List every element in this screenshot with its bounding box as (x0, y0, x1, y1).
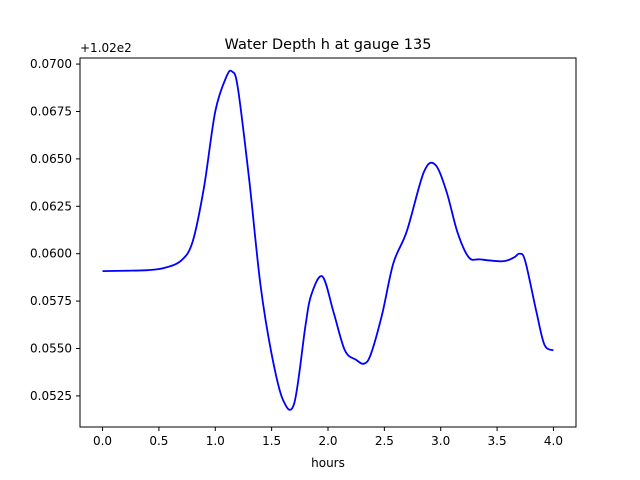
x-tick-label: 0.0 (93, 434, 112, 448)
y-tick-label: 0.0550 (30, 341, 72, 355)
series-line (102, 69, 554, 411)
x-tick-label: 1.5 (262, 434, 281, 448)
plot-frame (79, 57, 577, 428)
x-axis-ticks: 0.0 0.5 1.0 1.5 2.0 2.5 3.0 3.5 4.0 (93, 427, 563, 448)
x-tick-label: 2.5 (375, 434, 394, 448)
x-axis-label: hours (311, 456, 345, 470)
x-tick-label: 1.0 (206, 434, 225, 448)
x-tick-label: 3.0 (431, 434, 450, 448)
y-tick-label: 0.0625 (30, 199, 72, 213)
y-axis-offset-label: +1.02e2 (80, 41, 132, 55)
y-tick-label: 0.0650 (30, 152, 72, 166)
y-tick-label: 0.0525 (30, 389, 72, 403)
x-tick-label: 0.5 (149, 434, 168, 448)
y-tick-label: 0.0575 (30, 294, 72, 308)
y-tick-label: 0.0600 (30, 247, 72, 261)
y-axis-ticks: 0.0525 0.0550 0.0575 0.0600 0.0625 0.0650 0.06… (30, 57, 80, 403)
y-tick-label: 0.0700 (30, 57, 72, 71)
series-group (102, 69, 554, 411)
x-tick-label: 2.0 (318, 434, 337, 448)
y-tick-label: 0.0675 (30, 104, 72, 118)
chart-title: Water Depth h at gauge 135 (225, 37, 432, 53)
x-tick-label: 3.5 (488, 434, 507, 448)
x-tick-label: 4.0 (544, 434, 563, 448)
